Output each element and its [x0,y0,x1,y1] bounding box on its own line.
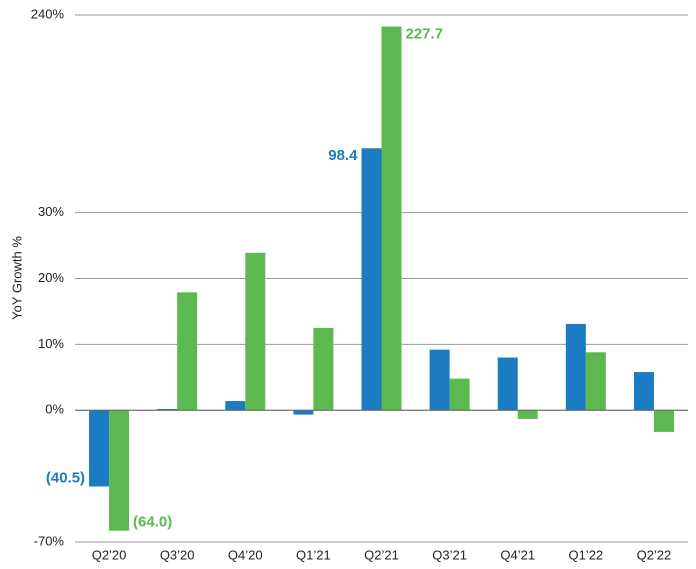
bar [293,410,314,415]
x-tick-label: Q3’21 [432,547,467,562]
y-axis-label: YoY Growth % [9,236,24,320]
bar [225,401,246,411]
bar [177,292,198,411]
x-tick-label: Q4’20 [228,547,263,562]
y-tick-label: 240% [31,6,65,21]
x-tick-label: Q2’20 [92,547,127,562]
bar [517,410,538,419]
bar [361,148,382,411]
bar [653,410,674,432]
value-label: 98.4 [328,147,358,164]
y-tick-label: 20% [38,270,64,285]
x-tick-label: Q3’20 [160,547,195,562]
bar [245,252,266,411]
bar [313,327,334,411]
y-tick-label: 30% [38,204,64,219]
value-label: (40.5) [46,469,85,486]
bar [497,357,518,411]
x-tick-label: Q1’22 [568,547,603,562]
x-tick-label: Q4’21 [500,547,535,562]
bar [157,408,178,411]
x-tick-label: Q2’22 [637,547,672,562]
x-tick-label: Q1’21 [296,547,331,562]
bar [429,349,450,411]
bar [633,372,654,411]
y-tick-label: 10% [38,336,64,351]
bar [381,26,402,411]
bar [585,352,606,411]
bar [565,323,586,411]
y-tick-label: 0% [45,402,64,417]
bar [89,410,110,487]
bar [449,378,470,411]
y-tick-label: -70% [34,533,65,548]
x-tick-label: Q2’21 [364,547,399,562]
value-label: 227.7 [406,26,444,43]
bar [109,410,130,531]
value-label: (64.0) [133,514,172,531]
